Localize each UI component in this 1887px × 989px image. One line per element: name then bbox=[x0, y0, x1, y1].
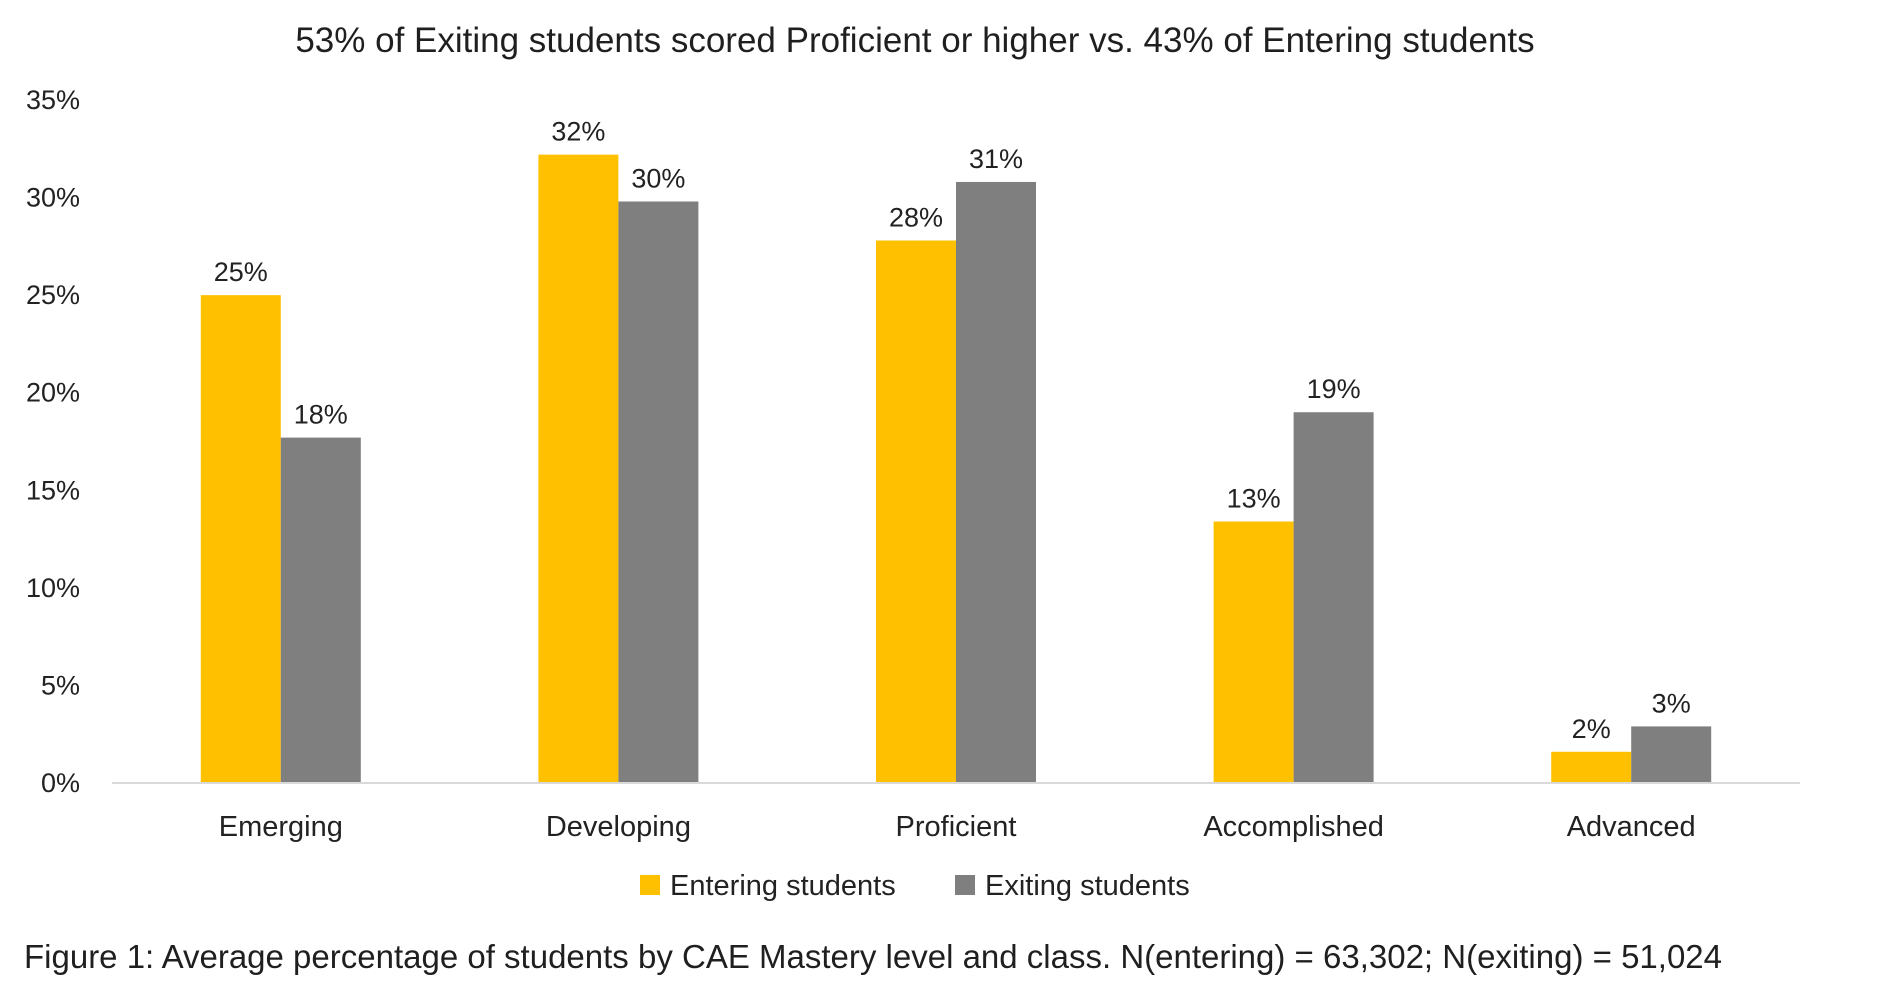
bar-exiting-emerging bbox=[280, 437, 361, 783]
data-label: 30% bbox=[631, 163, 685, 193]
data-label: 3% bbox=[1652, 688, 1691, 718]
data-label: 18% bbox=[294, 400, 348, 430]
x-tick-label: Developing bbox=[546, 811, 691, 843]
legend-swatch-entering bbox=[640, 875, 660, 895]
y-tick-label: 15% bbox=[26, 475, 80, 505]
data-label: 32% bbox=[551, 117, 605, 147]
bar-entering-advanced bbox=[1551, 751, 1632, 783]
data-label: 31% bbox=[969, 144, 1023, 174]
bar-entering-proficient bbox=[876, 240, 956, 783]
x-tick-label: Accomplished bbox=[1203, 811, 1384, 843]
data-label: 28% bbox=[889, 203, 943, 233]
y-tick-label: 20% bbox=[26, 378, 80, 408]
data-label: 25% bbox=[214, 257, 268, 287]
legend-label-entering: Entering students bbox=[670, 870, 896, 902]
y-tick-label: 25% bbox=[26, 280, 80, 310]
y-tick-label: 35% bbox=[26, 85, 80, 115]
y-tick-label: 0% bbox=[41, 768, 80, 798]
bar-entering-accomplished bbox=[1213, 521, 1294, 783]
value-labels-group: 25% 18% 32% 30% 28% 31% 13% 19% 2% 3% bbox=[214, 117, 1691, 744]
data-label: 19% bbox=[1307, 374, 1361, 404]
x-tick-label: Proficient bbox=[896, 811, 1017, 843]
bar-exiting-proficient bbox=[956, 181, 1036, 783]
figure-caption: Figure 1: Average percentage of students… bbox=[24, 938, 1722, 975]
y-tick-label: 10% bbox=[26, 573, 80, 603]
bar-exiting-advanced bbox=[1631, 726, 1712, 783]
bar-entering-emerging bbox=[200, 295, 281, 783]
legend-label-exiting: Exiting students bbox=[985, 870, 1190, 902]
y-tick-label: 30% bbox=[26, 183, 80, 213]
chart-title: 53% of Exiting students scored Proficien… bbox=[295, 21, 1534, 60]
legend-swatch-exiting bbox=[955, 875, 975, 895]
y-axis: 0% 5% 10% 15% 20% 25% 30% 35% bbox=[26, 85, 80, 798]
x-axis: Emerging Developing Proficient Accomplished… bbox=[112, 782, 1800, 843]
bar-exiting-developing bbox=[618, 201, 699, 783]
y-tick-label: 5% bbox=[41, 670, 80, 700]
legend: Entering students Exiting students bbox=[640, 870, 1190, 902]
bar-exiting-accomplished bbox=[1293, 412, 1374, 783]
data-label: 13% bbox=[1227, 484, 1281, 514]
data-label: 2% bbox=[1572, 714, 1611, 744]
x-tick-label: Emerging bbox=[219, 811, 343, 843]
bars-group bbox=[200, 154, 1712, 783]
bar-entering-developing bbox=[538, 154, 619, 783]
x-tick-label: Advanced bbox=[1567, 811, 1696, 843]
